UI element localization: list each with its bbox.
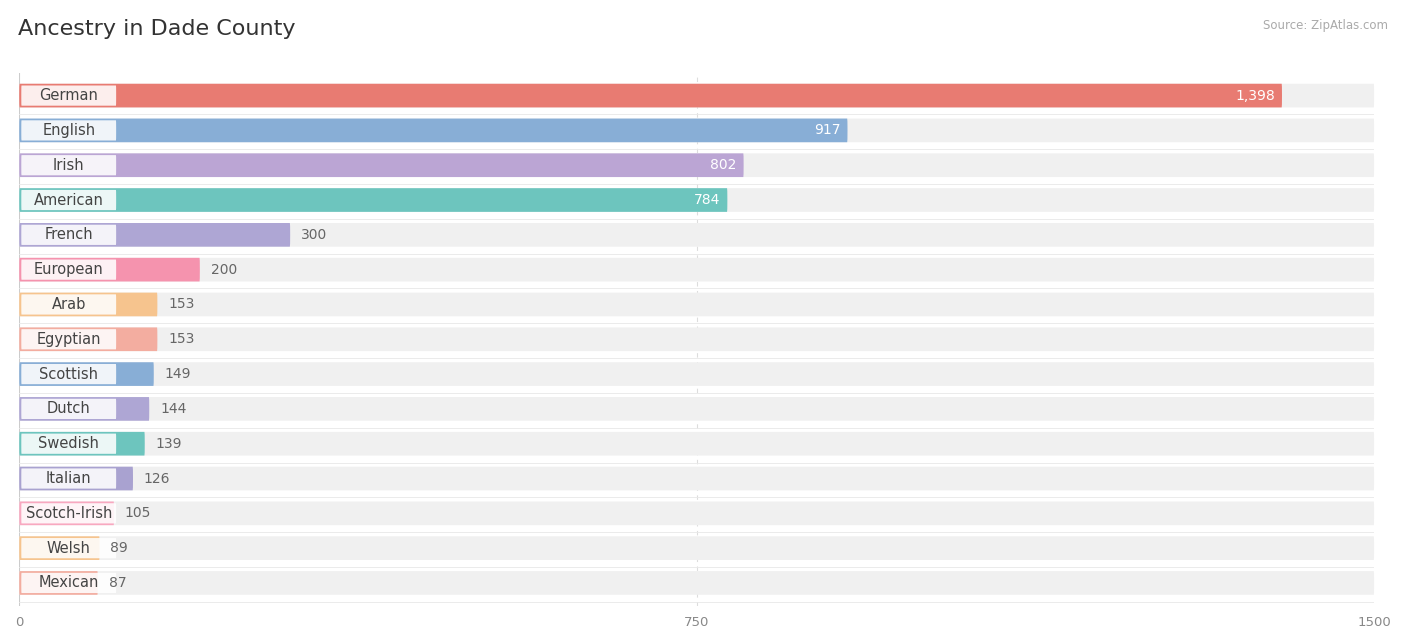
FancyBboxPatch shape — [20, 118, 1374, 142]
FancyBboxPatch shape — [21, 468, 117, 489]
FancyBboxPatch shape — [20, 327, 157, 351]
FancyBboxPatch shape — [20, 223, 290, 247]
Text: 144: 144 — [160, 402, 187, 416]
FancyBboxPatch shape — [20, 502, 114, 525]
FancyBboxPatch shape — [21, 364, 117, 384]
FancyBboxPatch shape — [20, 571, 98, 595]
Text: 149: 149 — [165, 367, 191, 381]
FancyBboxPatch shape — [20, 223, 1374, 247]
FancyBboxPatch shape — [21, 329, 117, 349]
FancyBboxPatch shape — [20, 432, 1374, 455]
Text: Welsh: Welsh — [46, 541, 90, 556]
Text: French: French — [45, 227, 93, 242]
Text: German: German — [39, 88, 98, 103]
FancyBboxPatch shape — [21, 503, 117, 524]
FancyBboxPatch shape — [21, 260, 117, 279]
FancyBboxPatch shape — [21, 399, 117, 419]
Text: Irish: Irish — [53, 158, 84, 173]
FancyBboxPatch shape — [20, 536, 100, 560]
Text: 105: 105 — [125, 506, 152, 520]
FancyBboxPatch shape — [20, 397, 1374, 421]
Text: 139: 139 — [156, 437, 183, 451]
Text: Italian: Italian — [46, 471, 91, 486]
FancyBboxPatch shape — [20, 362, 153, 386]
Text: 89: 89 — [111, 541, 128, 555]
FancyBboxPatch shape — [20, 467, 1374, 490]
FancyBboxPatch shape — [21, 190, 117, 210]
Text: 87: 87 — [108, 576, 127, 590]
Text: 802: 802 — [710, 158, 737, 172]
FancyBboxPatch shape — [20, 118, 848, 142]
Text: American: American — [34, 193, 104, 207]
FancyBboxPatch shape — [20, 571, 1374, 595]
Text: Arab: Arab — [52, 297, 86, 312]
Text: 126: 126 — [143, 471, 170, 486]
FancyBboxPatch shape — [20, 258, 200, 281]
Text: Ancestry in Dade County: Ancestry in Dade County — [18, 19, 295, 39]
FancyBboxPatch shape — [21, 294, 117, 314]
FancyBboxPatch shape — [20, 153, 744, 177]
FancyBboxPatch shape — [20, 432, 145, 455]
FancyBboxPatch shape — [20, 84, 1282, 108]
Text: Source: ZipAtlas.com: Source: ZipAtlas.com — [1263, 19, 1388, 32]
Text: 1,398: 1,398 — [1234, 89, 1275, 102]
Text: Mexican: Mexican — [38, 576, 98, 591]
Text: 153: 153 — [169, 332, 194, 346]
FancyBboxPatch shape — [20, 153, 1374, 177]
Text: Egyptian: Egyptian — [37, 332, 101, 346]
FancyBboxPatch shape — [20, 467, 134, 490]
Text: Scottish: Scottish — [39, 366, 98, 382]
Text: 784: 784 — [693, 193, 720, 207]
FancyBboxPatch shape — [20, 292, 1374, 316]
FancyBboxPatch shape — [21, 86, 117, 106]
FancyBboxPatch shape — [21, 538, 117, 558]
Text: 300: 300 — [301, 228, 328, 242]
FancyBboxPatch shape — [20, 397, 149, 421]
FancyBboxPatch shape — [20, 258, 1374, 281]
FancyBboxPatch shape — [21, 433, 117, 454]
Text: 917: 917 — [814, 124, 841, 137]
Text: Scotch-Irish: Scotch-Irish — [25, 506, 112, 521]
FancyBboxPatch shape — [21, 120, 117, 140]
FancyBboxPatch shape — [20, 84, 1374, 108]
Text: Dutch: Dutch — [46, 401, 90, 417]
FancyBboxPatch shape — [21, 225, 117, 245]
FancyBboxPatch shape — [20, 327, 1374, 351]
FancyBboxPatch shape — [20, 188, 727, 212]
FancyBboxPatch shape — [20, 536, 1374, 560]
FancyBboxPatch shape — [20, 502, 1374, 525]
FancyBboxPatch shape — [20, 362, 1374, 386]
Text: 200: 200 — [211, 263, 238, 277]
FancyBboxPatch shape — [20, 188, 1374, 212]
FancyBboxPatch shape — [21, 155, 117, 175]
Text: 153: 153 — [169, 298, 194, 312]
Text: European: European — [34, 262, 104, 277]
Text: English: English — [42, 123, 96, 138]
FancyBboxPatch shape — [20, 292, 157, 316]
FancyBboxPatch shape — [21, 573, 117, 593]
Text: Swedish: Swedish — [38, 436, 100, 451]
